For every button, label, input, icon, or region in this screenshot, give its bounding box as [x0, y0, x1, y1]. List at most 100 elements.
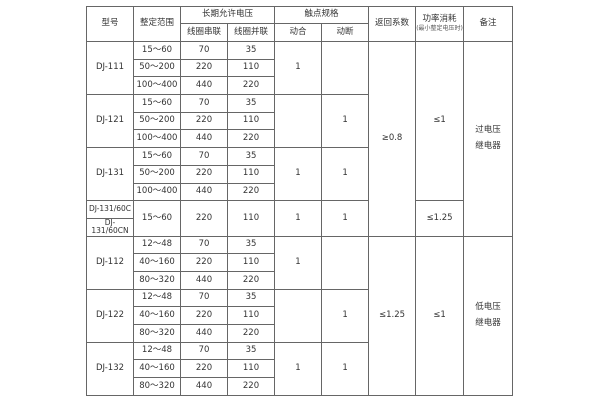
table-row: DJ-111 15～60 70 35 1 ≥0.8 ≤1 过电压 继电器 — [86, 40, 514, 237]
header-power: 功率消耗 (最小整定电压时) — [415, 6, 465, 42]
remark-line: 继电器 — [475, 140, 501, 151]
range-cell: 80～320 — [133, 324, 181, 343]
series-voltage-cell: 440 — [180, 76, 228, 96]
parallel-voltage-cell: 220 — [226, 324, 276, 343]
range-cell: 50～200 — [133, 58, 181, 78]
series-voltage-cell: 220 — [180, 164, 228, 184]
parallel-voltage-cell: 220 — [226, 270, 276, 290]
range-cell: 15～60 — [133, 94, 181, 113]
remark-line: 过电压 — [475, 125, 501, 136]
make-contact-cell: 1 — [274, 40, 323, 96]
parallel-voltage-cell: 110 — [226, 164, 276, 184]
parallel-voltage-cell: 110 — [226, 111, 276, 131]
series-voltage-cell: 70 — [180, 288, 228, 308]
table-row: 40～160 220 110 — [87, 359, 513, 379]
remark-line: 低电压 — [475, 302, 501, 313]
parallel-voltage-cell: 110 — [226, 253, 276, 272]
make-contact-cell — [274, 94, 323, 149]
header-contact: 触点规格 — [274, 6, 370, 24]
series-voltage-cell: 70 — [180, 41, 228, 60]
make-contact-cell: 1 — [274, 235, 323, 290]
parallel-voltage-cell: 35 — [226, 288, 276, 308]
model-cell: DJ-131/60CN — [86, 217, 134, 237]
range-cell: 50～200 — [133, 164, 181, 184]
break-contact-cell: 1 — [321, 288, 370, 343]
parallel-voltage-cell: 220 — [226, 377, 276, 396]
header-range: 整定范围 — [133, 6, 181, 42]
range-cell: 100～400 — [133, 76, 181, 96]
range-cell: 50～200 — [133, 111, 181, 131]
parallel-voltage-cell: 220 — [226, 182, 276, 202]
return-coefficient-cell: ≤1.25 — [368, 235, 417, 396]
parallel-voltage-cell: 110 — [226, 58, 276, 78]
table-row: 40～160 220 110 — [87, 306, 513, 325]
range-cell: 12～48 — [133, 341, 181, 361]
break-contact-cell: 1 — [321, 147, 370, 202]
parallel-voltage-cell: 110 — [226, 200, 276, 237]
series-voltage-cell: 440 — [180, 324, 228, 343]
break-contact-cell — [321, 40, 370, 96]
model-cell: DJ-131/60C — [86, 200, 134, 219]
range-cell: 40～160 — [133, 359, 181, 379]
header-power-label: 功率消耗 — [422, 14, 457, 25]
parallel-voltage-cell: 110 — [226, 306, 276, 325]
header-break: 动断 — [321, 23, 370, 42]
range-cell: 40～160 — [133, 253, 181, 272]
power-cell: ≤1.25 — [415, 200, 465, 237]
series-voltage-cell: 70 — [180, 94, 228, 113]
series-voltage-cell: 440 — [180, 182, 228, 202]
parallel-voltage-cell: 35 — [226, 94, 276, 113]
parallel-voltage-cell: 35 — [226, 147, 276, 166]
remark-line: 继电器 — [475, 317, 501, 328]
make-contact-cell: 1 — [274, 341, 323, 396]
range-cell: 15～60 — [133, 200, 181, 237]
series-voltage-cell: 70 — [180, 147, 228, 166]
header-parallel: 线圈并联 — [226, 23, 276, 42]
series-voltage-cell: 220 — [180, 58, 228, 78]
range-cell: 100～400 — [133, 129, 181, 149]
series-voltage-cell: 220 — [180, 253, 228, 272]
range-cell: 12～48 — [133, 288, 181, 308]
table-row: DJ-112 12～48 70 35 1 ≤1.25 ≤1 低电压 继电器 — [86, 235, 514, 396]
series-voltage-cell: 440 — [180, 129, 228, 149]
model-cell: DJ-131 — [86, 147, 134, 202]
table-row: DJ-131/60C 15～60 220 110 1 1 ≤1.25 — [86, 200, 513, 237]
break-contact-cell: 1 — [321, 94, 370, 149]
series-voltage-cell: 70 — [180, 235, 228, 255]
series-voltage-cell: 70 — [180, 341, 228, 361]
model-cell: DJ-132 — [86, 341, 134, 396]
header-remark: 备注 — [463, 6, 514, 42]
series-voltage-cell: 220 — [180, 111, 228, 131]
header-voltage: 长期允许电压 — [179, 6, 276, 24]
break-contact-cell: 1 — [321, 200, 370, 237]
break-contact-cell: 1 — [321, 341, 370, 396]
break-contact-cell — [321, 235, 370, 290]
parallel-voltage-cell: 110 — [226, 359, 276, 379]
series-voltage-cell: 440 — [180, 270, 228, 290]
parallel-voltage-cell: 220 — [226, 76, 276, 96]
parallel-voltage-cell: 220 — [226, 129, 276, 149]
parallel-voltage-cell: 35 — [226, 235, 276, 255]
table-row: 100～400 440 220 — [87, 129, 513, 149]
range-cell: 15～60 — [133, 41, 181, 60]
range-cell: 80～320 — [133, 377, 181, 396]
parallel-voltage-cell: 35 — [226, 41, 276, 60]
parallel-voltage-cell: 35 — [226, 341, 276, 361]
make-contact-cell: 1 — [274, 200, 323, 237]
header-model: 型号 — [86, 6, 134, 42]
power-cell: ≤1 — [415, 40, 465, 202]
table-row: DJ-121 15～60 70 35 1 — [86, 94, 513, 149]
make-contact-cell — [274, 288, 323, 343]
series-voltage-cell: 220 — [180, 200, 228, 237]
return-coefficient-cell: ≥0.8 — [368, 41, 417, 237]
remark-cell: 过电压 继电器 — [463, 41, 514, 237]
range-cell: 15～60 — [133, 147, 181, 166]
header-series: 线圈串联 — [180, 23, 228, 42]
range-cell: 12～48 — [133, 235, 181, 255]
range-cell: 100～400 — [133, 182, 181, 202]
range-cell: 40～160 — [133, 306, 181, 325]
range-cell: 80～320 — [133, 270, 181, 290]
table-row: 50～200 220 110 — [87, 111, 513, 131]
model-cell: DJ-122 — [86, 288, 134, 343]
make-contact-cell: 1 — [274, 147, 323, 202]
